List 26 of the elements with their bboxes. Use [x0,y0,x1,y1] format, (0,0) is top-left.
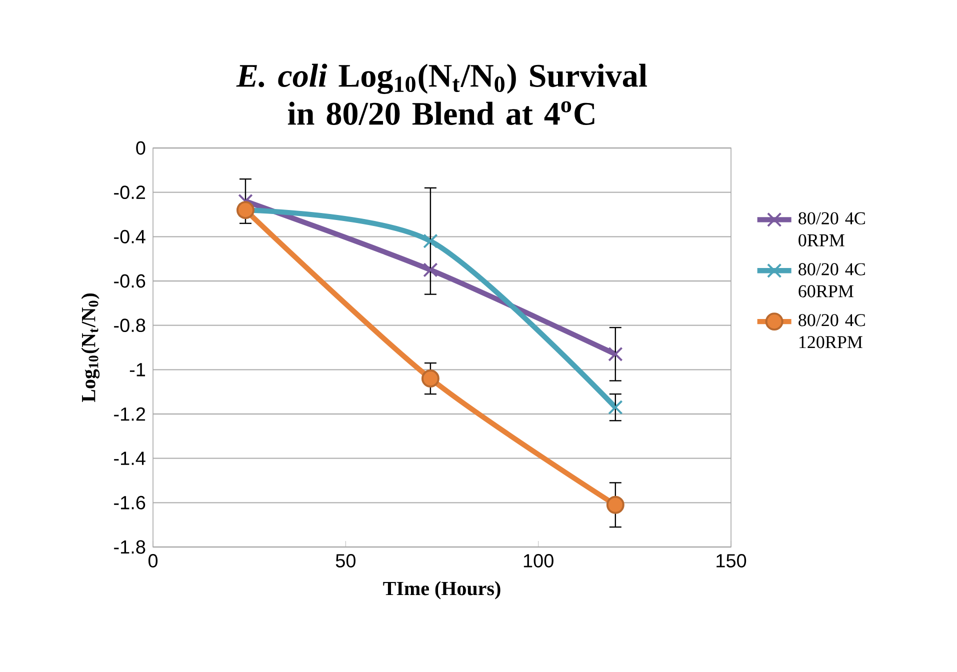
y-tick-label: -1 [130,363,146,376]
y-axis-title: Log$_{10}$(N$_{t}$/N$_{0}$) [81,294,100,402]
y-tick-label: -0.6 [114,274,146,288]
point [423,234,438,248]
legend-label: 80/20 4C 0RPM [798,212,865,246]
y-tick-label: -0.2 [114,186,146,200]
point [608,346,623,362]
point [608,400,623,415]
y-tick-label: -1.6 [114,496,146,510]
x-axis-title: TIme (Hours) [383,581,500,600]
point [606,496,624,514]
x-tick-label: 150 [716,554,746,568]
point [423,262,438,278]
y-tick-label: -0.8 [114,318,146,332]
chart-title: E. coli Log$_{10}$(N$_{t}$/N$_{0}$) Survival in 80/20 Blend at 4$^{o}$C [236,64,647,125]
y-tick-label: 0 [136,141,146,155]
legend-label: 80/20 4C 60RPM [798,263,865,298]
y-tick-label: -0.4 [114,230,146,244]
legend-label: 80/20 4C 120RPM [798,314,865,348]
x-tick-label: 0 [148,554,158,568]
y-tick-label: -1.8 [114,540,146,554]
x-tick-label: 50 [336,554,356,568]
y-tick-label: -1.2 [114,407,146,421]
point [421,370,440,388]
x-tick-label: 100 [524,554,554,568]
y-tick-label: -1.4 [114,452,146,465]
